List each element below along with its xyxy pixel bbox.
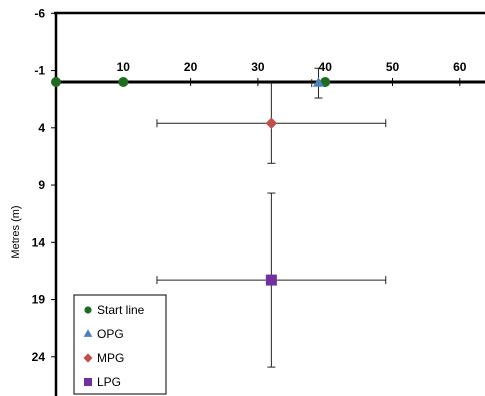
y-tick-label: 4: [38, 121, 45, 135]
x-tick-label: 50: [386, 60, 400, 74]
start-line-point: [51, 77, 61, 87]
legend-label: Start line: [97, 303, 145, 317]
y-tick-label: 24: [32, 350, 46, 364]
start-line-point: [118, 77, 129, 87]
mpg-point: [265, 117, 278, 129]
opg-point: [312, 77, 324, 87]
lpg-point: [265, 274, 277, 286]
legend-marker-mpg: [83, 353, 93, 363]
legend-label: LPG: [97, 375, 121, 389]
legend-label: OPG: [97, 327, 124, 341]
x-tick-label: 10: [117, 60, 131, 74]
x-tick-label: 40: [319, 60, 333, 74]
legend-marker-lpg: [84, 378, 92, 386]
x-tick-label: 20: [184, 60, 198, 74]
x-tick-label: 30: [251, 60, 265, 74]
y-tick-label: 19: [32, 293, 46, 307]
legend-marker-start-line: [84, 306, 92, 314]
data-points: [51, 77, 331, 286]
y-tick-label: -1: [34, 64, 45, 78]
legend-marker-opg: [83, 329, 93, 337]
y-tick-label: 14: [32, 235, 46, 249]
y-axis-title: Metres (m): [10, 205, 22, 258]
x-tick-label: 60: [453, 60, 467, 74]
error-bars: [156, 67, 387, 368]
legend: Start line OPG MPG LPG: [73, 294, 167, 395]
y-tick-label: 9: [38, 178, 45, 192]
y-tick-label: -6: [34, 6, 45, 20]
legend-label: MPG: [97, 351, 124, 365]
start-line-point: [320, 77, 331, 87]
